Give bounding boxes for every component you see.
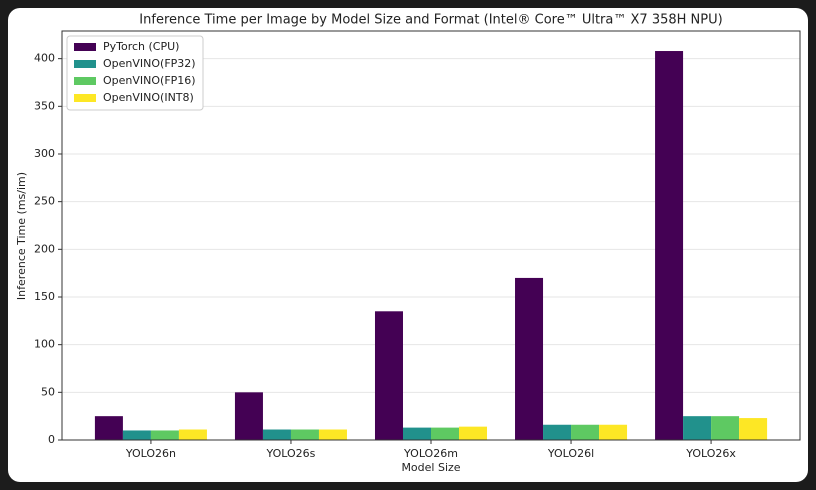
chart-title: Inference Time per Image by Model Size a…	[139, 13, 722, 28]
plot-frame	[61, 30, 801, 441]
y-tick-label: 50	[41, 385, 55, 398]
bar	[515, 277, 544, 440]
bar	[402, 427, 431, 440]
y-tick-label: 150	[34, 290, 55, 303]
bar	[431, 427, 460, 440]
legend-swatch	[74, 77, 96, 85]
bar	[178, 429, 207, 440]
legend-swatch	[74, 94, 96, 102]
bar	[150, 430, 179, 440]
bar	[290, 429, 319, 440]
bar	[234, 392, 263, 440]
legend-label: PyTorch (CPU)	[103, 40, 179, 53]
legend-swatch	[74, 60, 96, 68]
legend-box	[66, 35, 204, 111]
legend-label: OpenVINO(FP32)	[103, 57, 196, 70]
bar	[683, 416, 712, 440]
bar	[711, 416, 740, 440]
bar	[655, 51, 684, 440]
legend-label: OpenVINO(INT8)	[103, 91, 194, 104]
legend-swatch	[74, 43, 96, 51]
x-tick-label: YOLO26s	[266, 447, 316, 460]
y-axis-label: Inference Time (ms/im)	[15, 172, 28, 300]
bar	[459, 426, 488, 440]
bar	[571, 424, 600, 440]
x-tick-label: YOLO26n	[125, 447, 176, 460]
x-tick-label: YOLO26x	[685, 447, 736, 460]
bar	[318, 429, 347, 440]
x-tick-label: YOLO26m	[403, 447, 458, 460]
y-tick-label: 300	[34, 147, 55, 160]
bar	[599, 424, 628, 440]
bar	[543, 424, 572, 440]
y-tick-label: 200	[34, 242, 55, 255]
y-tick-label: 350	[34, 99, 55, 112]
bar	[739, 418, 768, 440]
x-tick-label: YOLO26l	[547, 447, 594, 460]
bar	[94, 416, 123, 440]
y-tick-label: 100	[34, 338, 55, 351]
legend-label: OpenVINO(FP16)	[103, 74, 196, 87]
y-tick-label: 0	[48, 433, 55, 446]
bar	[374, 311, 403, 440]
y-tick-label: 250	[34, 195, 55, 208]
bar	[122, 430, 151, 440]
x-axis-label: Model Size	[401, 461, 460, 474]
y-tick-label: 400	[34, 52, 55, 65]
bar	[262, 429, 291, 440]
